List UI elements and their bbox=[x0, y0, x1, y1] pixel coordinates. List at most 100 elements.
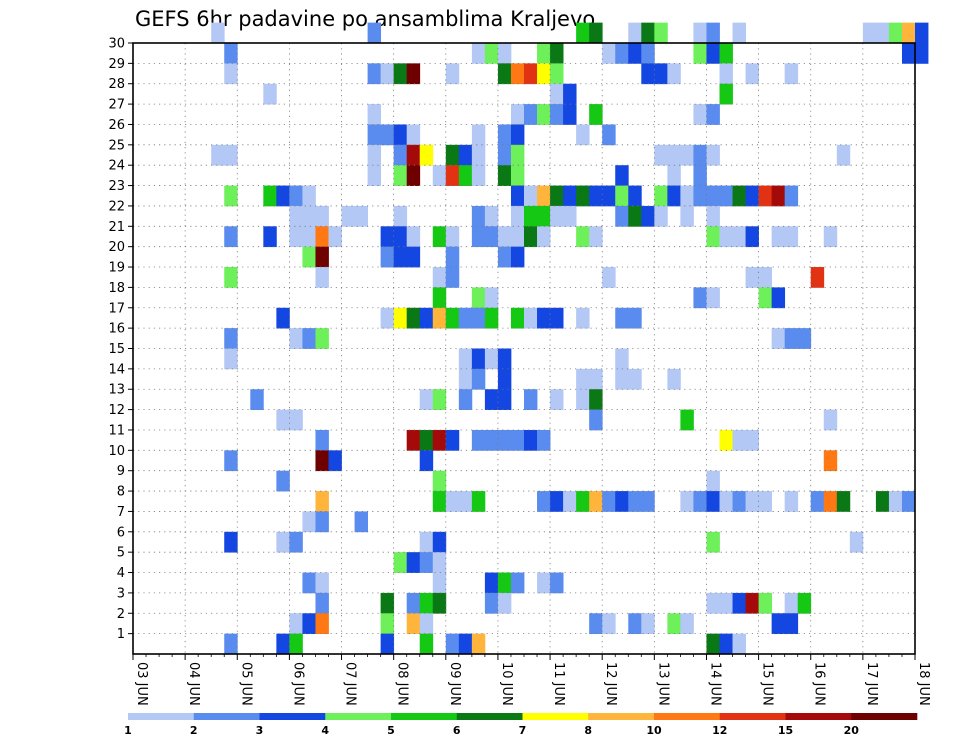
heatmap-cell bbox=[471, 226, 486, 248]
heatmap-cell bbox=[654, 63, 668, 85]
heatmap-cell bbox=[224, 267, 238, 288]
heatmap-cell bbox=[745, 429, 759, 451]
heatmap-cell bbox=[745, 267, 759, 288]
heatmap-cell bbox=[524, 104, 538, 125]
heatmap-cell bbox=[471, 429, 486, 451]
heatmap-cell bbox=[406, 246, 421, 268]
heatmap-cell bbox=[471, 491, 486, 512]
heatmap-cell bbox=[380, 246, 395, 268]
heatmap-cell bbox=[289, 531, 303, 553]
heatmap-cell bbox=[484, 348, 499, 370]
legend-label: 20 bbox=[844, 724, 860, 737]
heatmap-cell bbox=[510, 307, 525, 329]
heatmap-cell bbox=[497, 165, 512, 186]
heatmap-cell bbox=[263, 83, 277, 105]
heatmap-cell bbox=[667, 144, 681, 166]
heatmap-cell bbox=[706, 491, 720, 512]
heatmap-cell bbox=[497, 429, 512, 451]
heatmap-cell bbox=[537, 572, 551, 594]
heatmap-cell bbox=[510, 104, 525, 125]
heatmap-cell bbox=[732, 429, 746, 451]
heatmap-cell bbox=[393, 246, 408, 268]
heatmap-cell bbox=[628, 43, 642, 64]
x-tick-label: 16 JUN bbox=[812, 662, 827, 706]
y-tick-label: 25 bbox=[108, 138, 125, 153]
heatmap-cell bbox=[302, 246, 316, 268]
heatmap-cell bbox=[484, 43, 499, 64]
x-tick-label: 15 JUN bbox=[760, 662, 775, 706]
heatmap-cell bbox=[419, 552, 434, 573]
heatmap-cell bbox=[550, 389, 564, 410]
heatmap-cell bbox=[706, 633, 720, 655]
heatmap-cell bbox=[497, 63, 512, 85]
heatmap-cell bbox=[380, 226, 395, 248]
heatmap-cell bbox=[771, 613, 786, 635]
heatmap-cell bbox=[693, 287, 707, 309]
heatmap-cell bbox=[602, 613, 616, 635]
heatmap-cell bbox=[315, 267, 329, 288]
heatmap-cell bbox=[380, 124, 395, 146]
heatmap-cell bbox=[589, 226, 603, 248]
heatmap-cell bbox=[406, 613, 421, 635]
heatmap-cell bbox=[484, 429, 499, 451]
heatmap-cell bbox=[732, 592, 746, 614]
heatmap-cell bbox=[445, 144, 460, 166]
heatmap-cell bbox=[510, 185, 525, 207]
heatmap-cell bbox=[862, 22, 877, 44]
heatmap-cell bbox=[341, 205, 355, 227]
heatmap-cell bbox=[810, 267, 825, 288]
heatmap-cell bbox=[380, 633, 395, 655]
heatmap-cell bbox=[550, 572, 564, 594]
heatmap-cell bbox=[641, 22, 655, 44]
y-tick-label: 3 bbox=[117, 586, 125, 601]
heatmap-cell bbox=[849, 531, 864, 553]
heatmap-cell bbox=[576, 491, 590, 512]
heatmap-cell bbox=[732, 226, 746, 248]
heatmap-cell bbox=[693, 43, 707, 64]
heatmap-cell bbox=[550, 307, 564, 329]
heatmap-cell bbox=[524, 226, 538, 248]
heatmap-cell bbox=[706, 144, 720, 166]
heatmap-cell bbox=[524, 63, 538, 85]
heatmap-cell bbox=[484, 287, 499, 309]
heatmap-cell bbox=[915, 43, 929, 64]
heatmap-cell bbox=[589, 389, 603, 410]
heatmap-cell bbox=[471, 287, 486, 309]
heatmap-cell bbox=[537, 429, 551, 451]
heatmap-cell bbox=[367, 63, 382, 85]
x-tick-label: 09 JUN bbox=[447, 662, 462, 706]
heatmap-cell bbox=[784, 63, 799, 85]
y-tick-label: 28 bbox=[108, 77, 125, 92]
heatmap-cell bbox=[315, 429, 329, 451]
heatmap-cell bbox=[458, 389, 473, 410]
heatmap-cell bbox=[628, 368, 642, 390]
heatmap-cell bbox=[211, 22, 225, 44]
heatmap-cell bbox=[406, 552, 421, 573]
heatmap-cell bbox=[810, 491, 825, 512]
heatmap-cell bbox=[888, 491, 903, 512]
heatmap-cell bbox=[432, 267, 447, 288]
heatmap-cell bbox=[471, 307, 486, 329]
heatmap-cell bbox=[497, 592, 512, 614]
heatmap-cell bbox=[510, 205, 525, 227]
legend-label: 1 bbox=[124, 724, 132, 737]
heatmap-cell bbox=[510, 429, 525, 451]
heatmap-cell bbox=[654, 22, 668, 44]
heatmap-cell bbox=[445, 63, 460, 85]
heatmap-cell bbox=[550, 83, 564, 105]
y-tick-label: 29 bbox=[108, 57, 125, 72]
heatmap-cell bbox=[602, 185, 616, 207]
heatmap-cell bbox=[901, 491, 916, 512]
heatmap-cell bbox=[263, 226, 277, 248]
y-tick-label: 16 bbox=[108, 322, 125, 337]
heatmap-cell bbox=[732, 22, 746, 44]
heatmap-cell bbox=[576, 389, 590, 410]
heatmap-cell bbox=[471, 144, 486, 166]
heatmap-cell bbox=[224, 144, 238, 166]
heatmap-cell bbox=[276, 307, 290, 329]
heatmap-cell bbox=[432, 165, 447, 186]
heatmap-cell bbox=[419, 450, 434, 472]
heatmap-cell bbox=[550, 185, 564, 207]
heatmap-cell bbox=[471, 165, 486, 186]
heatmap-cell bbox=[380, 613, 395, 635]
